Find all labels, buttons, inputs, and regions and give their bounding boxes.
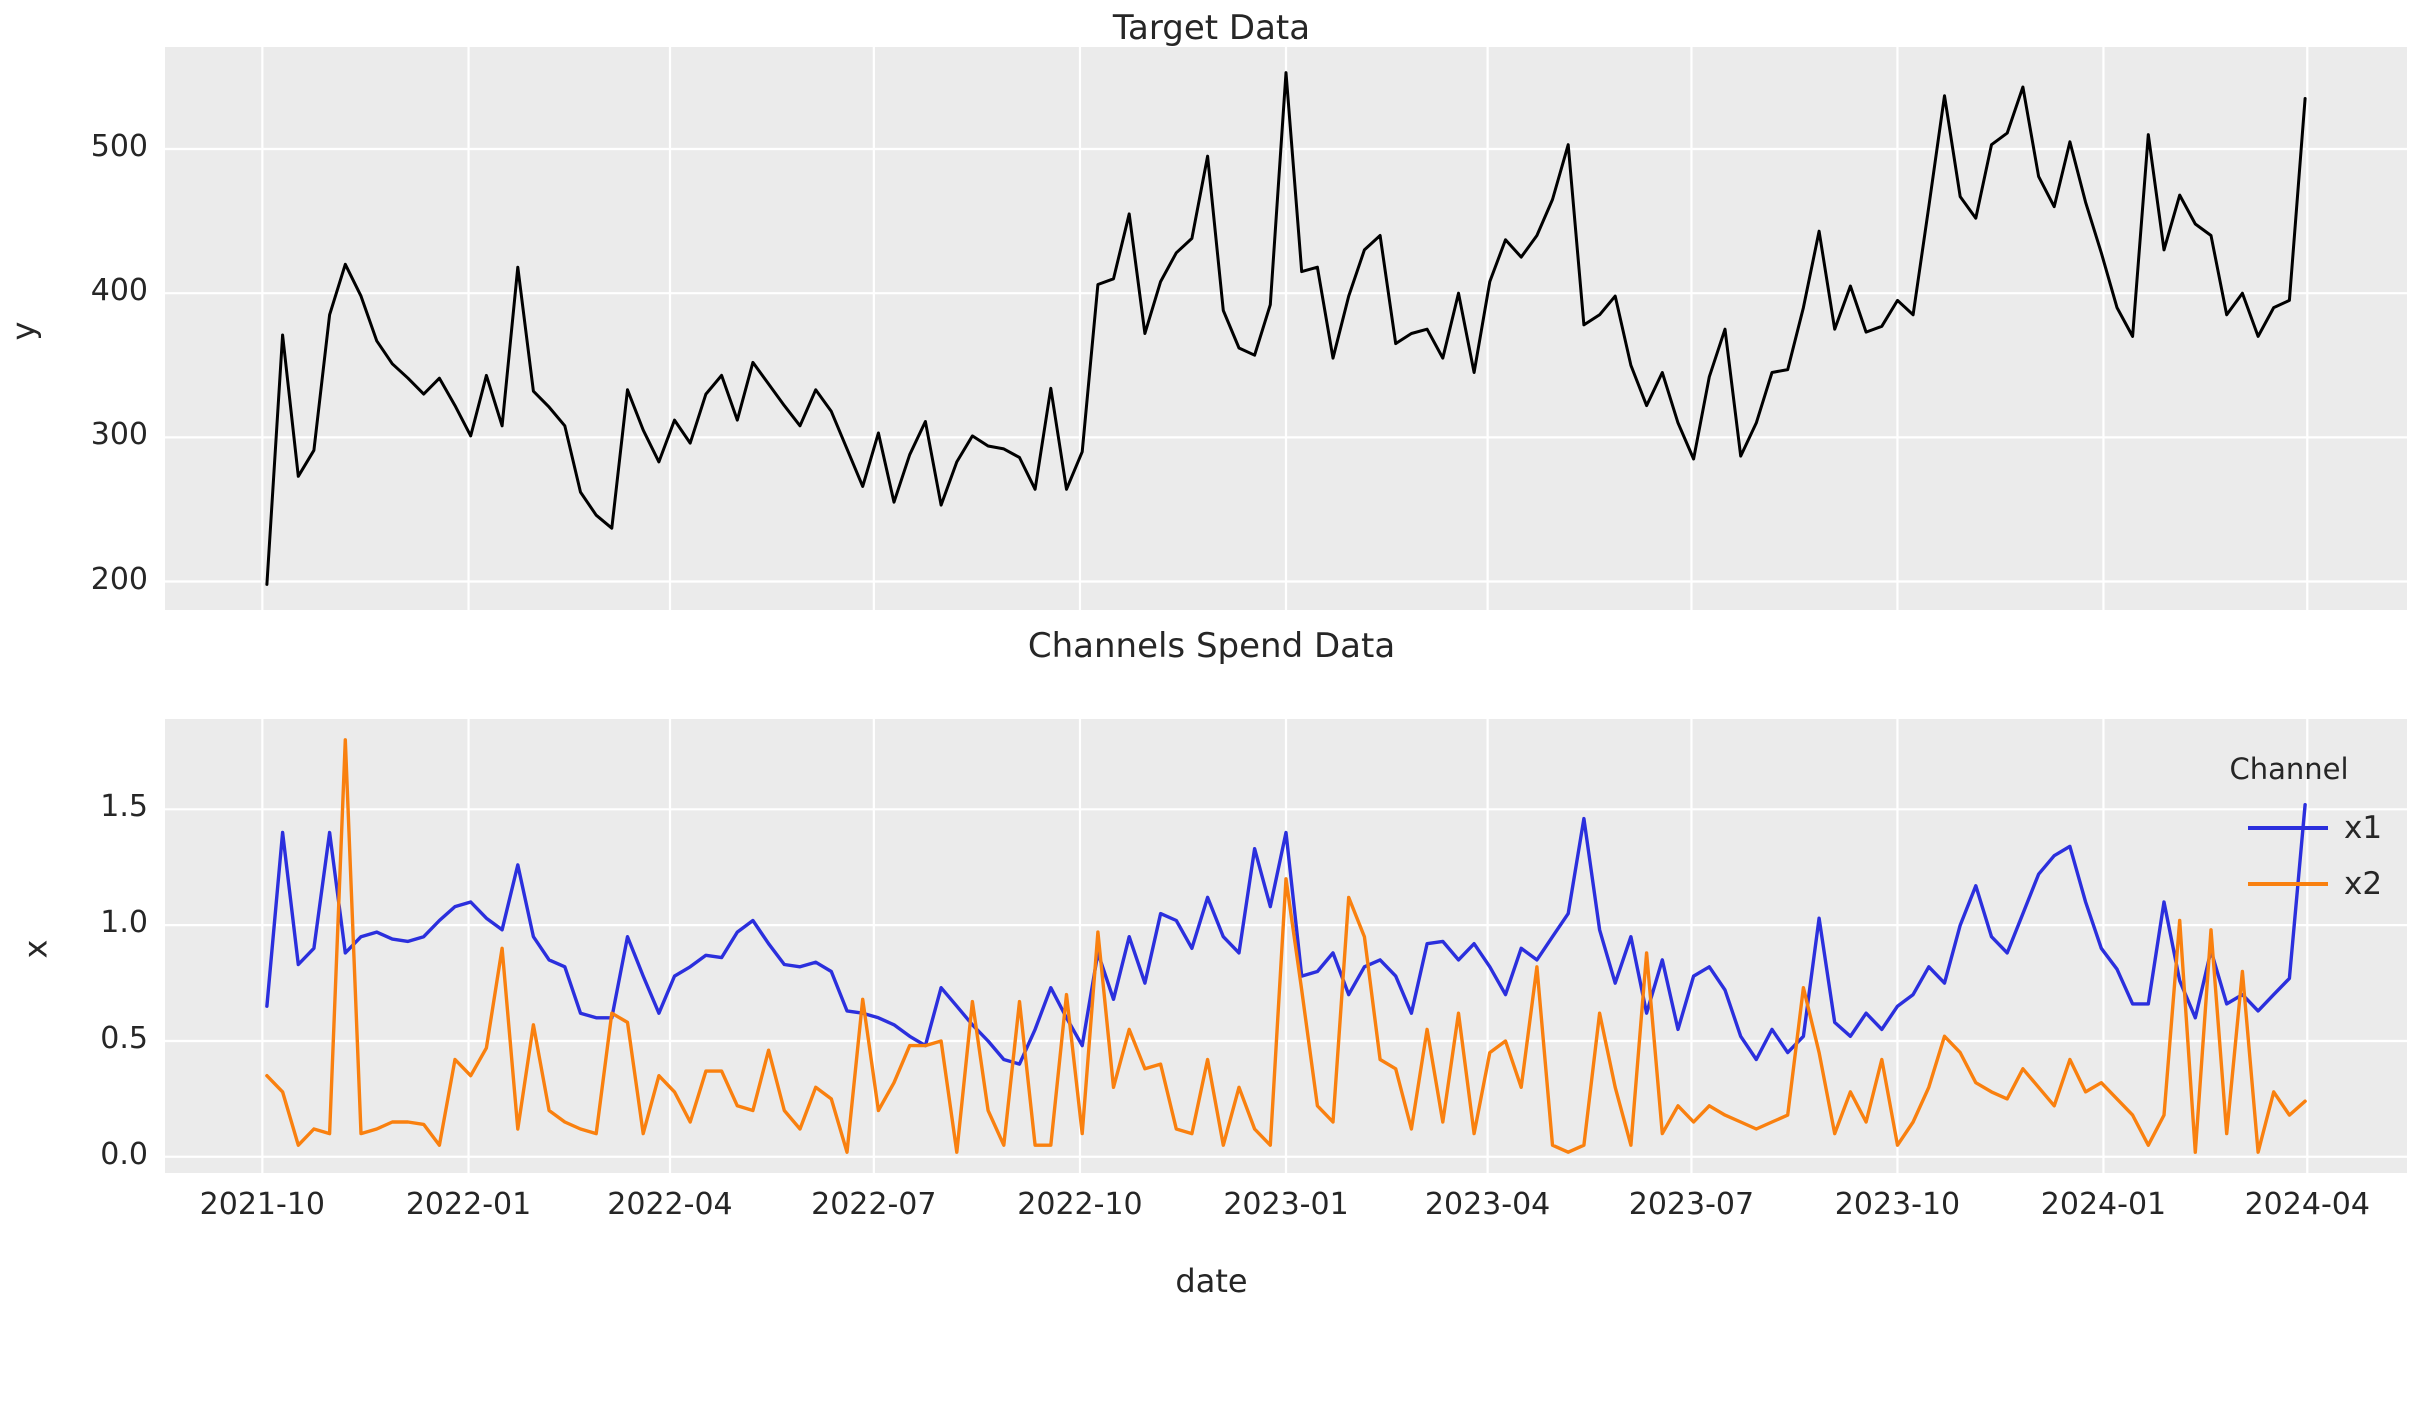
- y-tick-label: 1.0: [100, 905, 148, 941]
- top-y-axis-label: y: [4, 321, 43, 341]
- series-line-x2: [265, 738, 2307, 1154]
- legend-entry-x2: x2: [2176, 856, 2402, 912]
- x-tick-label: 2022-07: [811, 1187, 937, 1222]
- y-tick-label: 0.5: [100, 1020, 148, 1056]
- x-tick-label: 2024-01: [2040, 1187, 2167, 1222]
- x2-line-swatch: [2248, 882, 2328, 886]
- y-tick-label: 500: [90, 129, 148, 164]
- top-chart-title: Target Data: [1112, 8, 1311, 48]
- y-tick-label: 200: [90, 561, 148, 597]
- x-tick-label: 2023-07: [1628, 1187, 1755, 1222]
- bottom-chart-title: Channels Spend Data: [1027, 626, 1396, 666]
- x-tick-label: 2023-04: [1424, 1187, 1551, 1222]
- legend-label-x2: x2: [2344, 866, 2383, 902]
- x-tick-label: 2022-10: [1017, 1187, 1143, 1222]
- legend-entry-x1: x1: [2176, 800, 2402, 856]
- target-data-plot: [165, 47, 2407, 610]
- bottom-y-axis-label: x: [16, 939, 55, 959]
- series-line-y: [265, 71, 2307, 586]
- x-tick-label: 2023-10: [1834, 1187, 1961, 1222]
- target-canvas: [165, 47, 2407, 610]
- x1-line-swatch: [2248, 826, 2328, 830]
- y-tick-label: 300: [90, 417, 148, 453]
- x-tick-label: 2022-01: [405, 1187, 532, 1222]
- channels-spend-plot: [165, 719, 2407, 1173]
- legend-title: Channel: [2229, 752, 2349, 786]
- series-line-x1: [265, 802, 2307, 1066]
- x-axis-label: date: [1175, 1262, 1248, 1300]
- y-tick-label: 400: [90, 273, 148, 309]
- y-tick-label: 0.0: [100, 1136, 148, 1172]
- y-tick-label: 1.5: [100, 789, 148, 825]
- legend-label-x1: x1: [2344, 810, 2383, 846]
- channels-canvas: [165, 719, 2407, 1173]
- x-tick-label: 2022-04: [607, 1187, 733, 1222]
- x-tick-label: 2023-01: [1223, 1187, 1349, 1222]
- x-tick-label: 2021-10: [199, 1187, 326, 1222]
- legend: Channel x1 x2: [2176, 752, 2402, 912]
- x-tick-label: 2024-04: [2244, 1187, 2370, 1222]
